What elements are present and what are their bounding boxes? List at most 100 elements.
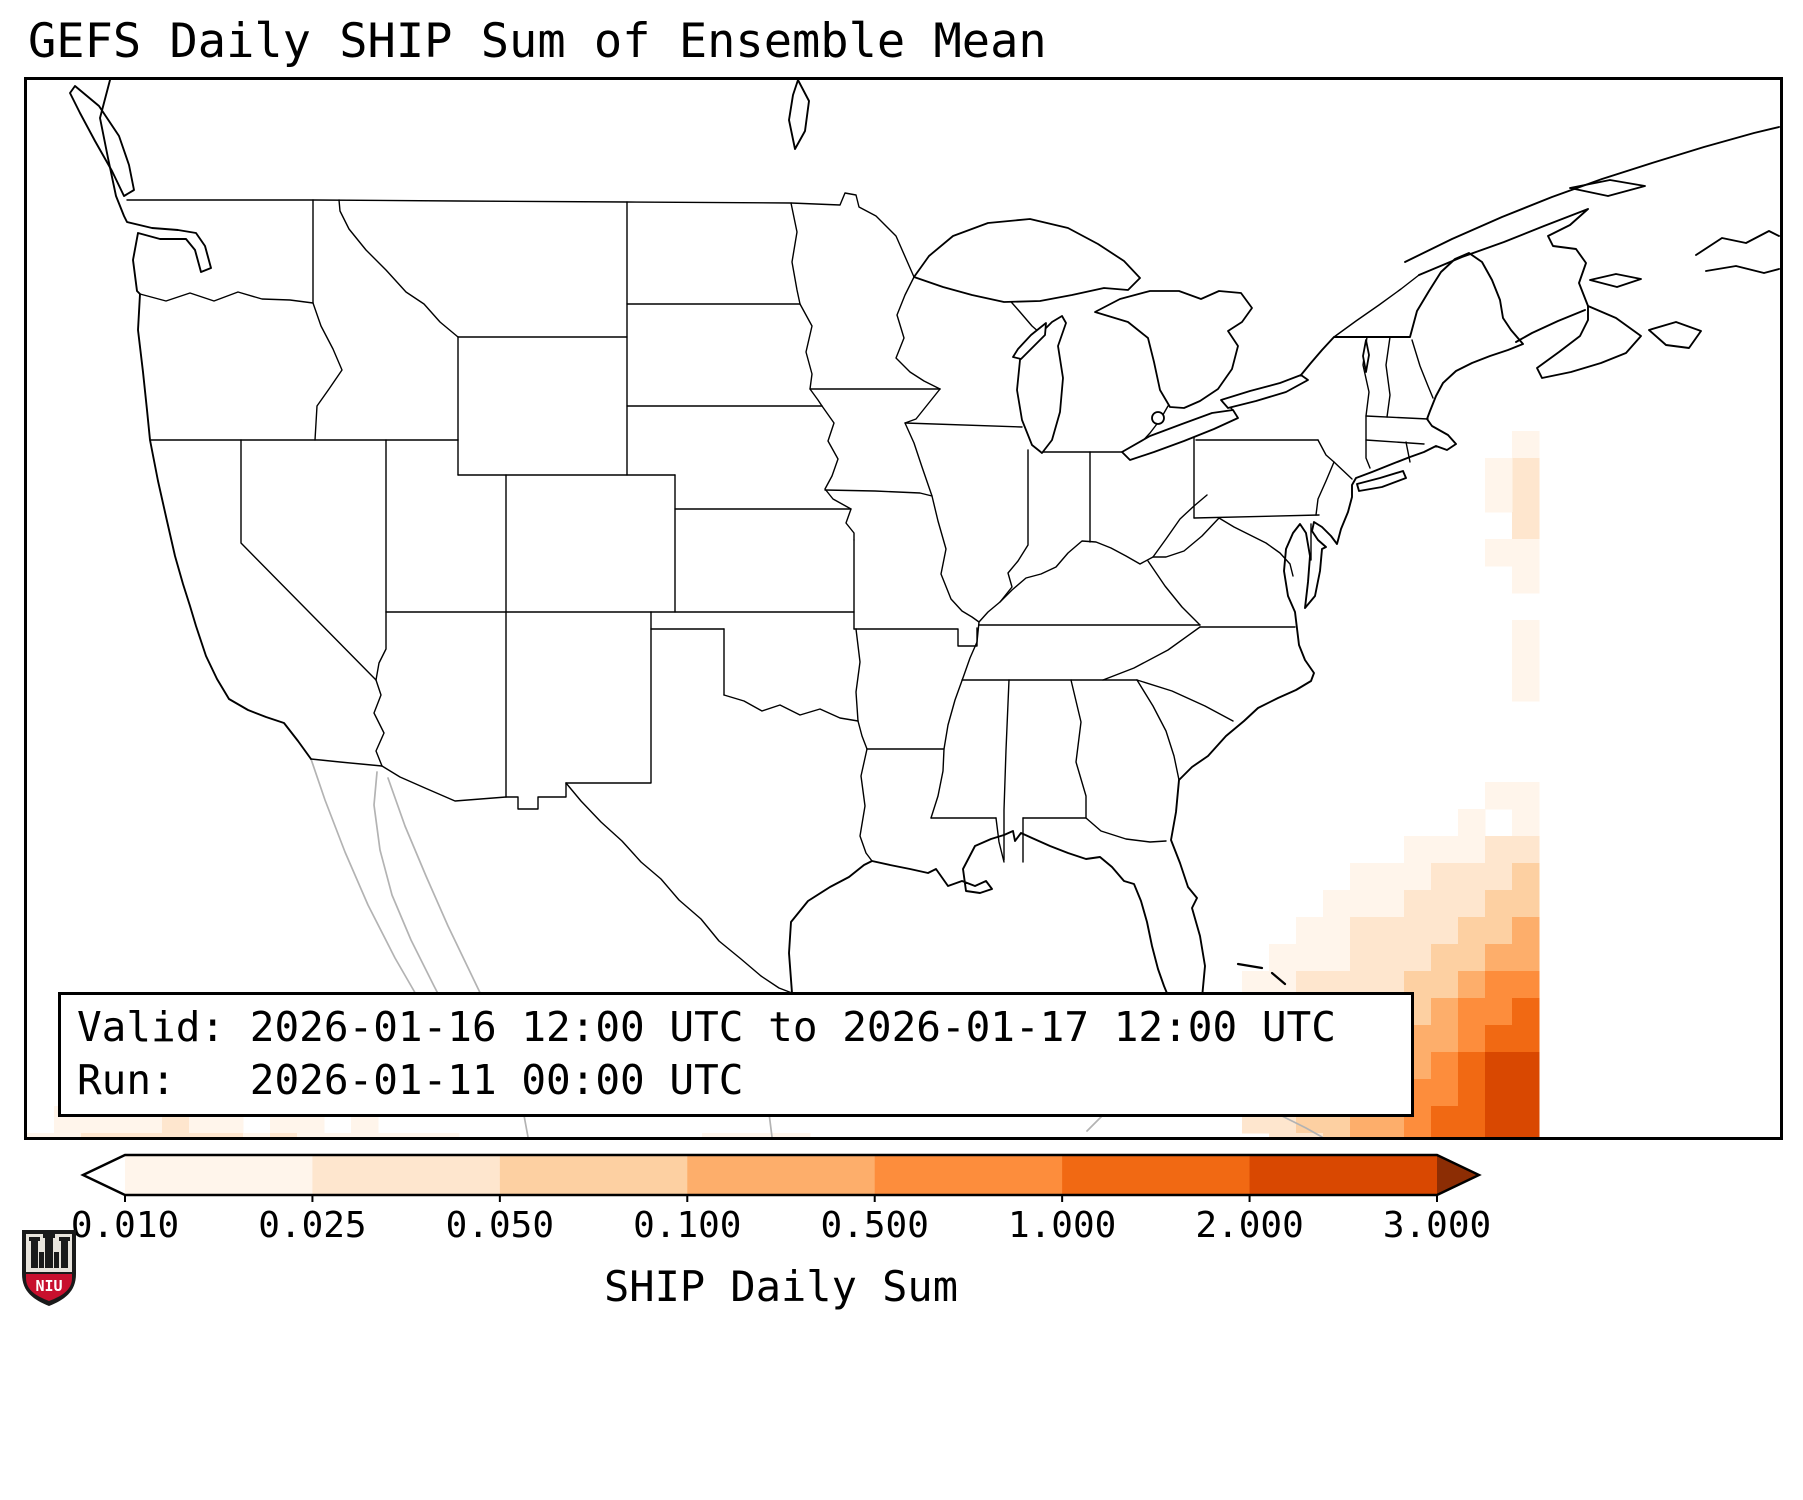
nm-mexico-border: [505, 782, 567, 810]
colorbar-segment: [499, 1155, 688, 1195]
colorbar-tick-label: 1.000: [1007, 1205, 1117, 1246]
tx-nm-border: [565, 628, 652, 784]
heat-cell: [108, 1133, 136, 1137]
mo-ar-border: [853, 627, 978, 647]
ia-mo-border: [824, 489, 933, 497]
heat-cell: [1458, 1052, 1486, 1080]
run-text: Run: 2026-01-11 00:00 UTC: [77, 1056, 744, 1105]
heat-cell: [1458, 890, 1486, 918]
gaspe-new-brunswick-coast: [1418, 208, 1589, 307]
colorbar-segment: [125, 1155, 314, 1195]
heat-cell: [1269, 1133, 1297, 1137]
heat-cell: [1323, 890, 1351, 918]
heat-cell: [1296, 917, 1324, 945]
lake-winnipeg: [788, 80, 810, 150]
heat-cell: [351, 1133, 379, 1137]
heat-cell: [1512, 512, 1540, 540]
red-river-border: [723, 694, 859, 722]
wi-mi-border: [1004, 294, 1041, 334]
fl-north-border: [1022, 817, 1167, 843]
ky-va-border: [1147, 560, 1201, 626]
heat-cell: [1404, 917, 1432, 945]
il-in-border: [999, 449, 1029, 603]
heat-cell: [1458, 809, 1486, 837]
heat-cell: [1512, 1106, 1540, 1134]
heat-cell: [1296, 944, 1324, 972]
heat-cell: [1377, 944, 1405, 972]
lake-erie: [1121, 409, 1239, 461]
heat-cell: [1323, 944, 1351, 972]
heat-cell: [378, 1133, 406, 1137]
nd-mn-border: [790, 202, 801, 305]
vt-nh-border: [1385, 336, 1391, 418]
ma-south-border: [1365, 439, 1425, 445]
heat-cell: [1377, 917, 1405, 945]
figure-title: GEFS Daily SHIP Sum of Ensemble Mean: [28, 14, 1047, 69]
heat-cell: [1404, 1133, 1432, 1137]
colorbar-segment: [1062, 1155, 1251, 1195]
heat-cell: [1485, 836, 1513, 864]
lake-st-clair: [1151, 411, 1165, 425]
heat-cell: [1377, 890, 1405, 918]
heat-cell: [1404, 890, 1432, 918]
heat-cell: [1350, 890, 1378, 918]
ca-nv-border: [240, 439, 377, 681]
lake-superior: [913, 218, 1141, 303]
heat-cell: [1404, 836, 1432, 864]
heat-cell: [405, 1133, 433, 1137]
heat-cell: [297, 1133, 325, 1137]
wi-il-border: [904, 422, 1023, 428]
heat-cell: [1431, 917, 1459, 945]
st-lawrence-north-shore: [1404, 126, 1780, 263]
heat-cell: [27, 1133, 55, 1137]
heat-cell: [1512, 674, 1540, 702]
heat-cell: [1431, 1025, 1459, 1053]
colorbar-tick-label: 0.050: [445, 1205, 555, 1246]
heat-cell: [1458, 998, 1486, 1026]
heat-cell: [783, 1133, 811, 1137]
heat-cell: [1512, 944, 1540, 972]
me-nh-border: [1411, 339, 1434, 399]
heat-cell: [1296, 1133, 1324, 1137]
nj-ny-border: [1333, 461, 1353, 480]
heat-cell: [1431, 998, 1459, 1026]
valid-text: Valid: 2026-01-16 12:00 UTC to 2026-01-1…: [77, 1003, 1336, 1051]
heat-cell: [270, 1133, 298, 1137]
or-id-border: [312, 302, 343, 441]
heat-cell: [1512, 1133, 1540, 1137]
heat-cell: [1485, 998, 1513, 1026]
colorbar-segment: [687, 1155, 876, 1195]
colorbar-segment: [312, 1155, 501, 1195]
ct-ri-border: [1405, 441, 1411, 463]
st-lawrence-river: [1333, 274, 1420, 338]
heat-cell: [1512, 1052, 1540, 1080]
lake-champlain: [1362, 339, 1370, 373]
heat-cell: [1512, 539, 1540, 567]
colorbar-tick-label: 2.000: [1195, 1205, 1304, 1246]
logo-band: [26, 1274, 72, 1301]
heat-cell: [1512, 647, 1540, 675]
green-bay: [1012, 322, 1047, 360]
colorbar-tick-label: 3.000: [1382, 1205, 1492, 1246]
colorbar: [80, 1153, 1482, 1202]
colorbar-ticks: 0.010 0.025 0.050 0.100 0.500 1.000 2.000 3.000: [0, 1205, 1803, 1255]
heat-cell: [1485, 458, 1513, 486]
wv-va-border: [1152, 517, 1220, 558]
newfoundland-coast: [1695, 230, 1780, 274]
heat-cell: [756, 1133, 784, 1137]
us-map-svg: [27, 80, 1780, 1137]
ca-mexico-border: [310, 758, 383, 767]
heat-cell: [189, 1133, 217, 1137]
heat-cell: [1350, 944, 1378, 972]
castle-icon: [29, 1234, 70, 1268]
heat-cell: [1485, 1079, 1513, 1107]
pacific-coastline: [99, 80, 312, 760]
missouri-river-border: [821, 405, 855, 541]
vancouver-island: [69, 85, 135, 197]
heat-cell: [1485, 863, 1513, 891]
heat-cell: [1350, 1133, 1378, 1137]
ma-north-border: [1365, 415, 1429, 420]
colorbar-tick-label: 0.025: [258, 1205, 367, 1246]
az-mexico-border: [381, 765, 507, 802]
